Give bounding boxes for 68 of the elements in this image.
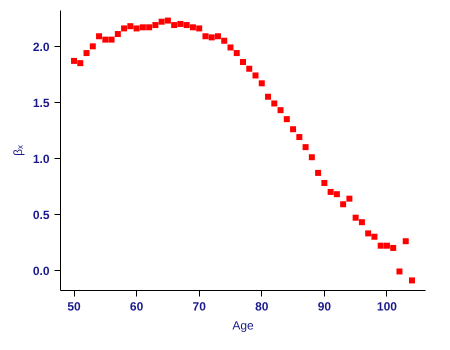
point bbox=[346, 196, 352, 202]
point bbox=[177, 20, 184, 27]
point bbox=[271, 100, 278, 106]
point bbox=[221, 38, 228, 44]
point bbox=[208, 34, 215, 40]
point bbox=[127, 23, 134, 30]
point bbox=[358, 219, 365, 226]
point bbox=[84, 50, 90, 56]
point bbox=[402, 238, 409, 244]
point bbox=[302, 144, 309, 150]
point bbox=[152, 22, 158, 28]
point bbox=[196, 25, 202, 32]
y-tick-label: 1.5 bbox=[32, 96, 50, 110]
point bbox=[378, 242, 384, 249]
point bbox=[352, 214, 359, 221]
point bbox=[134, 25, 140, 32]
point bbox=[328, 188, 334, 195]
x-tick-label: 100 bbox=[376, 300, 398, 314]
point bbox=[408, 277, 415, 284]
y-axis-title: βₓ bbox=[10, 145, 25, 156]
point bbox=[265, 94, 272, 100]
point bbox=[108, 36, 115, 43]
point bbox=[396, 268, 402, 274]
point bbox=[321, 180, 328, 186]
point bbox=[146, 24, 152, 30]
point bbox=[102, 36, 108, 43]
y-tick-label: 2.0 bbox=[32, 40, 50, 54]
point bbox=[390, 244, 396, 251]
point bbox=[240, 59, 246, 66]
point bbox=[340, 201, 346, 208]
y-tick-label: 1.0 bbox=[32, 152, 50, 166]
point bbox=[121, 25, 128, 32]
point bbox=[77, 60, 84, 66]
point bbox=[334, 191, 340, 198]
point bbox=[384, 242, 390, 249]
y-tick-label: 0.0 bbox=[32, 264, 50, 278]
point bbox=[308, 154, 315, 160]
point bbox=[296, 134, 302, 140]
x-tick-label: 90 bbox=[318, 300, 332, 314]
point bbox=[315, 170, 322, 176]
point bbox=[90, 43, 96, 50]
x-tick-label: 80 bbox=[255, 300, 269, 314]
point bbox=[171, 22, 178, 28]
point bbox=[214, 33, 221, 40]
point bbox=[114, 31, 121, 38]
point bbox=[184, 22, 190, 28]
point bbox=[140, 24, 146, 30]
x-tick-label: 50 bbox=[67, 300, 82, 314]
point bbox=[246, 66, 252, 72]
x-axis-title: Age bbox=[232, 318, 254, 332]
y-tick-label: 0.5 bbox=[32, 208, 50, 222]
x-tick-label: 60 bbox=[130, 300, 144, 314]
point bbox=[202, 33, 208, 40]
point bbox=[190, 24, 196, 30]
point bbox=[278, 107, 284, 114]
point bbox=[158, 18, 165, 25]
point bbox=[371, 234, 378, 240]
x-tick-label: 70 bbox=[192, 300, 206, 314]
point bbox=[365, 230, 372, 236]
point bbox=[71, 58, 78, 64]
point bbox=[252, 72, 259, 78]
point bbox=[227, 44, 234, 50]
point bbox=[234, 50, 240, 56]
point bbox=[164, 18, 171, 24]
point bbox=[284, 116, 290, 122]
point bbox=[290, 126, 296, 132]
point bbox=[96, 33, 102, 40]
point bbox=[258, 80, 265, 86]
